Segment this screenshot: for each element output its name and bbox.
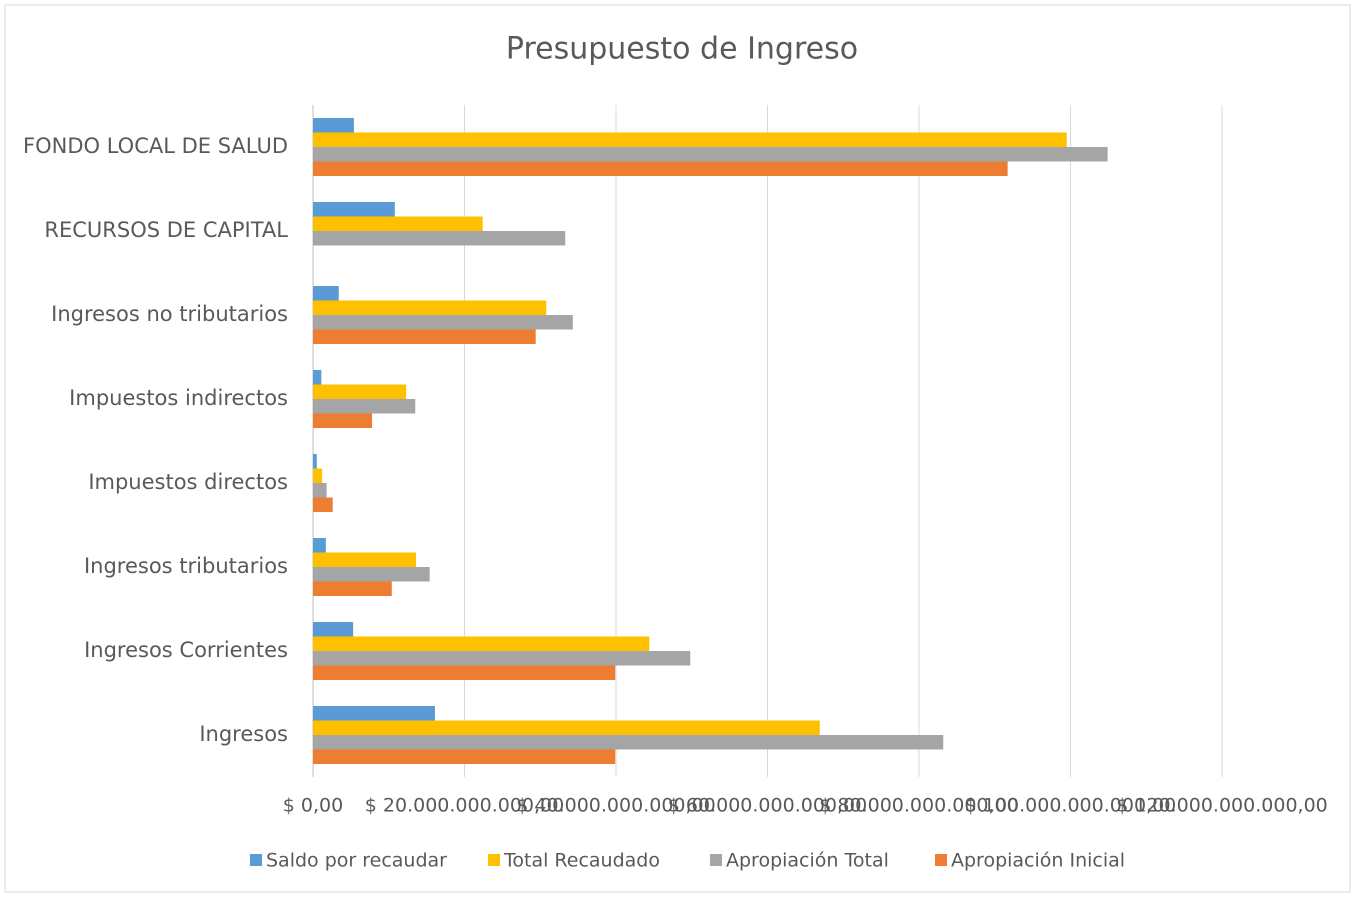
bar bbox=[313, 132, 1067, 147]
bar bbox=[313, 216, 483, 231]
bar bbox=[313, 147, 1108, 162]
legend-label: Apropiación Inicial bbox=[951, 850, 1125, 872]
bar bbox=[313, 202, 395, 217]
legend-swatch bbox=[488, 854, 500, 866]
bar bbox=[313, 735, 944, 750]
y-tick-label: Ingresos no tributarios bbox=[51, 302, 288, 326]
bar bbox=[313, 538, 326, 553]
chart-title: Presupuesto de Ingreso bbox=[506, 32, 858, 67]
legend-swatch bbox=[935, 854, 947, 866]
bar bbox=[313, 497, 333, 512]
bar bbox=[313, 118, 354, 133]
bar bbox=[313, 706, 435, 721]
bar bbox=[313, 720, 820, 735]
bar bbox=[313, 651, 691, 666]
bar bbox=[313, 483, 327, 498]
legend-label: Apropiación Total bbox=[726, 850, 889, 872]
bar bbox=[313, 286, 339, 301]
legend-label: Saldo por recaudar bbox=[266, 850, 447, 872]
bar bbox=[313, 665, 616, 680]
y-tick-label: RECURSOS DE CAPITAL bbox=[44, 218, 288, 242]
y-tick-label: Ingresos tributarios bbox=[84, 554, 288, 578]
bar bbox=[313, 161, 1008, 176]
bar bbox=[313, 370, 322, 385]
y-tick-label: Impuestos indirectos bbox=[69, 386, 288, 410]
y-tick-label: FONDO LOCAL DE SALUD bbox=[23, 134, 288, 158]
y-tick-label: Ingresos Corrientes bbox=[84, 638, 288, 662]
x-tick-label: $ 120.000.000.000,00 bbox=[1116, 795, 1328, 817]
bar bbox=[313, 581, 392, 596]
bar bbox=[313, 468, 323, 483]
bar bbox=[313, 384, 407, 399]
legend-swatch bbox=[710, 854, 722, 866]
bar bbox=[313, 329, 536, 344]
bar bbox=[313, 413, 373, 428]
bar bbox=[313, 399, 416, 414]
x-tick-label: $ 80.000.000.000,00 bbox=[819, 795, 1018, 817]
bar bbox=[313, 552, 417, 567]
bar bbox=[313, 636, 650, 651]
bar bbox=[313, 749, 616, 764]
x-tick-label: $ 60.000.000.000,00 bbox=[668, 795, 867, 817]
bar bbox=[313, 315, 573, 330]
legend-label: Total Recaudado bbox=[503, 850, 660, 872]
x-tick-label: $ 20.000.000.000,00 bbox=[365, 795, 564, 817]
bar bbox=[313, 300, 547, 315]
x-tick-label: $ 100.000.000.000,00 bbox=[965, 795, 1177, 817]
bar bbox=[313, 231, 566, 246]
bar bbox=[313, 567, 430, 582]
y-tick-label: Ingresos bbox=[199, 722, 288, 746]
x-tick-label: $ 0,00 bbox=[283, 795, 343, 817]
y-tick-label: Impuestos directos bbox=[88, 470, 288, 494]
legend-swatch bbox=[250, 854, 262, 866]
bar bbox=[313, 622, 354, 637]
x-tick-label: $ 40.000.000.000,00 bbox=[516, 795, 715, 817]
bar bbox=[313, 454, 317, 469]
